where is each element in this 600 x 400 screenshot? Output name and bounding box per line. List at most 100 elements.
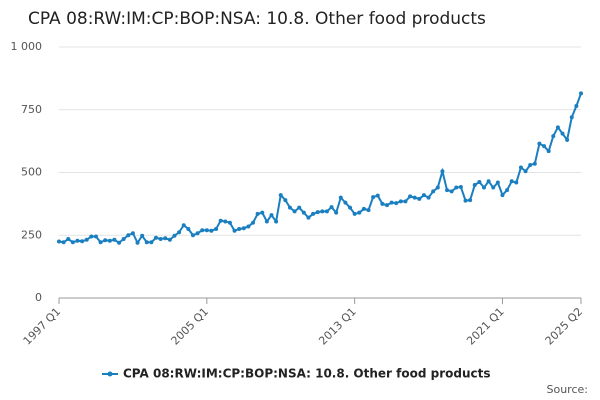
point bbox=[352, 211, 357, 216]
point bbox=[107, 238, 112, 243]
point bbox=[214, 226, 219, 231]
point bbox=[384, 203, 389, 208]
point bbox=[523, 169, 528, 174]
point bbox=[371, 195, 376, 200]
point bbox=[98, 240, 103, 245]
point bbox=[495, 180, 500, 185]
point bbox=[380, 201, 385, 206]
point bbox=[500, 193, 505, 198]
point bbox=[569, 115, 574, 120]
point bbox=[163, 236, 168, 241]
point bbox=[200, 228, 205, 233]
point bbox=[264, 219, 269, 224]
x-tick-label: 1997 Q1 bbox=[21, 305, 64, 348]
point bbox=[458, 185, 463, 190]
y-tick-label: 750 bbox=[21, 103, 42, 116]
point bbox=[227, 220, 232, 225]
point bbox=[449, 189, 454, 194]
x-tick-label: 2025 Q2 bbox=[543, 305, 586, 348]
point bbox=[334, 210, 339, 215]
point bbox=[472, 183, 477, 188]
point bbox=[306, 215, 311, 220]
point bbox=[278, 193, 283, 198]
point bbox=[218, 218, 223, 223]
point bbox=[509, 179, 514, 184]
point bbox=[269, 213, 274, 218]
point bbox=[431, 189, 436, 194]
point bbox=[126, 233, 131, 238]
point bbox=[237, 226, 242, 231]
point bbox=[412, 195, 417, 200]
legend-marker bbox=[107, 371, 113, 377]
point bbox=[366, 208, 371, 213]
point bbox=[463, 198, 468, 203]
point bbox=[435, 185, 440, 190]
point bbox=[421, 193, 426, 198]
point bbox=[468, 198, 473, 203]
point bbox=[329, 205, 334, 210]
point bbox=[84, 237, 89, 242]
point bbox=[103, 238, 108, 243]
point bbox=[389, 200, 394, 205]
point bbox=[167, 237, 172, 242]
point bbox=[574, 103, 579, 108]
y-tick-label: 500 bbox=[21, 166, 42, 179]
point bbox=[112, 237, 117, 242]
point bbox=[172, 233, 177, 238]
point bbox=[348, 205, 353, 210]
point bbox=[190, 233, 195, 238]
point bbox=[232, 228, 237, 233]
point bbox=[283, 198, 288, 203]
point bbox=[454, 185, 459, 190]
point bbox=[565, 137, 570, 142]
point bbox=[491, 185, 496, 190]
point bbox=[154, 235, 159, 240]
point bbox=[93, 234, 98, 239]
point bbox=[130, 231, 135, 236]
point bbox=[66, 237, 71, 242]
point bbox=[560, 131, 565, 136]
point bbox=[315, 210, 320, 215]
point bbox=[186, 226, 191, 231]
point bbox=[223, 219, 228, 224]
point bbox=[514, 180, 519, 185]
point bbox=[241, 226, 246, 231]
point bbox=[158, 237, 163, 242]
point bbox=[117, 240, 122, 245]
point bbox=[546, 149, 551, 154]
point bbox=[542, 144, 547, 149]
point bbox=[181, 223, 186, 228]
point bbox=[311, 211, 316, 216]
point bbox=[481, 185, 486, 190]
point bbox=[297, 205, 302, 210]
point bbox=[532, 161, 537, 166]
point bbox=[75, 238, 80, 243]
point bbox=[260, 210, 265, 215]
point bbox=[445, 188, 450, 193]
point bbox=[135, 240, 140, 245]
point bbox=[70, 240, 75, 245]
point bbox=[537, 141, 542, 146]
point bbox=[375, 193, 380, 198]
point bbox=[149, 240, 154, 245]
point bbox=[140, 233, 145, 238]
x-tick-label: 2013 Q1 bbox=[316, 305, 359, 348]
x-tick-label: 2005 Q1 bbox=[169, 305, 212, 348]
point bbox=[477, 180, 482, 185]
point bbox=[426, 195, 431, 200]
point bbox=[338, 195, 343, 200]
point bbox=[61, 240, 66, 245]
point bbox=[301, 210, 306, 215]
point bbox=[417, 196, 422, 201]
point bbox=[255, 211, 260, 216]
y-tick-label: 0 bbox=[35, 291, 42, 304]
point bbox=[121, 237, 126, 242]
y-tick-label: 250 bbox=[21, 228, 42, 241]
series-line bbox=[58, 93, 582, 245]
point bbox=[274, 219, 279, 224]
point bbox=[579, 91, 583, 96]
y-tick-label: 1 000 bbox=[11, 40, 43, 53]
point bbox=[528, 162, 533, 167]
point bbox=[292, 209, 297, 214]
legend-label: CPA 08:RW:IM:CP:BOP:NSA: 10.8. Other foo… bbox=[123, 367, 491, 381]
